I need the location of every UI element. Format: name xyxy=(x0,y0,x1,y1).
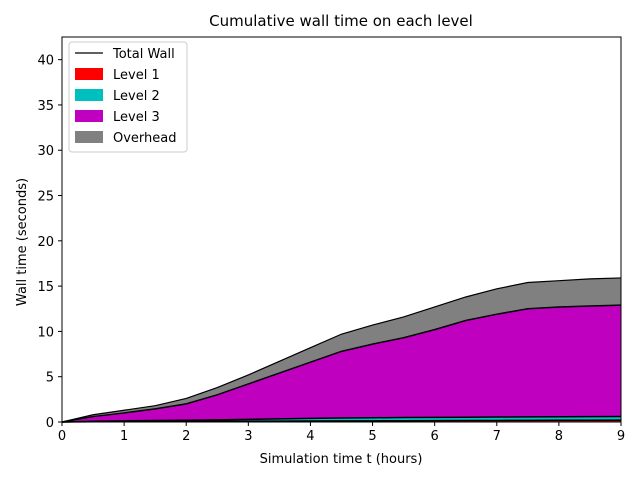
y-tick-label: 15 xyxy=(37,280,54,295)
legend-label-level-1: Level 1 xyxy=(113,68,160,83)
area-overhead xyxy=(62,277,621,422)
x-tick-label: 5 xyxy=(368,429,376,444)
legend: Total Wall Level 1 Level 2 Level 3 Overhead xyxy=(68,41,188,153)
legend-swatch-level-1 xyxy=(75,68,103,80)
y-tick-label: 30 xyxy=(37,144,54,159)
legend-label-level-2: Level 2 xyxy=(113,89,160,104)
x-tick-label: 4 xyxy=(306,429,314,444)
x-tick-label: 2 xyxy=(182,429,190,444)
boundary-line-level-2 xyxy=(61,415,622,423)
x-tick-label: 7 xyxy=(493,429,501,444)
x-tick-label: 9 xyxy=(617,429,625,444)
x-tick-label: 3 xyxy=(244,429,252,444)
y-tick-label: 10 xyxy=(37,325,54,340)
x-tick-label: 1 xyxy=(120,429,128,444)
chart-title: Cumulative wall time on each level xyxy=(209,12,473,30)
y-tick-label: 25 xyxy=(37,190,54,205)
x-tick-label: 6 xyxy=(431,429,439,444)
plot-frame xyxy=(61,36,622,423)
x-axis-label: Simulation time t (hours) xyxy=(260,452,423,467)
boundary-line-level-3 xyxy=(61,304,622,423)
legend-swatch-overhead xyxy=(75,131,103,143)
y-tick-label: 0 xyxy=(46,416,54,431)
y-axis-label: Wall time (seconds) xyxy=(15,178,30,306)
legend-label-level-3: Level 3 xyxy=(113,110,160,125)
total-wall-line xyxy=(61,277,622,423)
area-boundary-lines xyxy=(61,277,622,423)
y-tick-label: 35 xyxy=(37,99,54,114)
x-tick-label: 8 xyxy=(555,429,563,444)
legend-swatch-level-3 xyxy=(75,110,103,122)
x-axis-ticks: 0 1 2 3 4 5 6 7 8 9 xyxy=(58,422,625,444)
stacked-areas xyxy=(62,277,621,422)
y-tick-label: 20 xyxy=(37,235,54,250)
x-tick-label: 0 xyxy=(58,429,66,444)
area-level-3 xyxy=(62,305,621,422)
boundary-line-level-1 xyxy=(61,419,622,423)
legend-label-total-wall: Total Wall xyxy=(112,47,175,62)
y-axis-ticks: 0 5 10 15 20 25 30 35 40 xyxy=(37,54,62,431)
y-tick-label: 40 xyxy=(37,54,54,69)
legend-label-overhead: Overhead xyxy=(113,131,177,146)
legend-swatch-level-2 xyxy=(75,89,103,101)
y-tick-label: 5 xyxy=(46,371,54,386)
